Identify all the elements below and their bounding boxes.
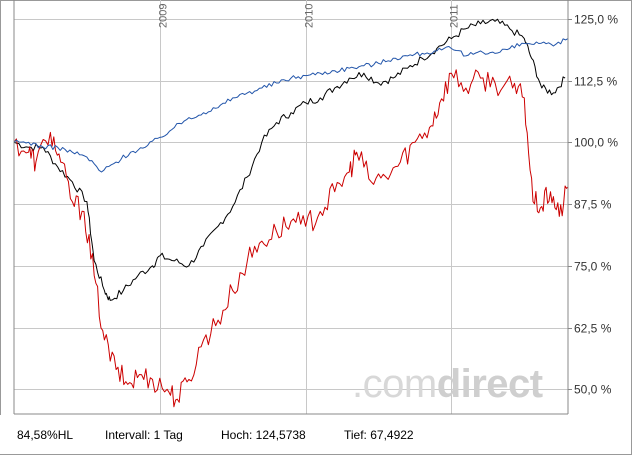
footer-high: Hoch: 124,5738: [221, 428, 306, 442]
series-line-blue: [13, 38, 569, 173]
x-tick-label: 2010: [304, 4, 316, 28]
y-tick-label: 50,0 %: [574, 383, 612, 397]
y-tick-label: 125,0 %: [574, 13, 618, 27]
axis-layer: 50,0 % 62,5 % 75,0 % 87,5 % 100,0 % 112,5 % 12…: [13, 0, 618, 415]
watermark-prefix: .com: [352, 362, 437, 406]
watermark-suffix: direct: [436, 362, 543, 406]
grid-layer: [14, 0, 568, 414]
x-tick-label: 2011: [449, 4, 461, 28]
x-tick-label: 2009: [158, 4, 170, 28]
series-line-black: [13, 18, 566, 301]
y-tick-label: 87,5 %: [574, 198, 612, 212]
chart-footer: 84,58%HL Intervall: 1 Tag Hoch: 124,5738…: [0, 415, 631, 454]
y-tick-label: 62,5 %: [574, 322, 612, 336]
y-tick-label: 100,0 %: [574, 136, 618, 150]
footer-low: Tief: 67,4922: [344, 428, 414, 442]
footer-hl-label: 84,58%HL: [17, 428, 74, 442]
y-tick-label: 112,5 %: [574, 75, 617, 89]
series-line-red: [13, 69, 569, 408]
y-tick-label: 75,0 %: [574, 260, 612, 274]
series-layer: [13, 18, 569, 408]
footer-interval: Intervall: 1 Tag: [105, 428, 183, 442]
watermark-logo: .comdirect: [352, 362, 543, 407]
